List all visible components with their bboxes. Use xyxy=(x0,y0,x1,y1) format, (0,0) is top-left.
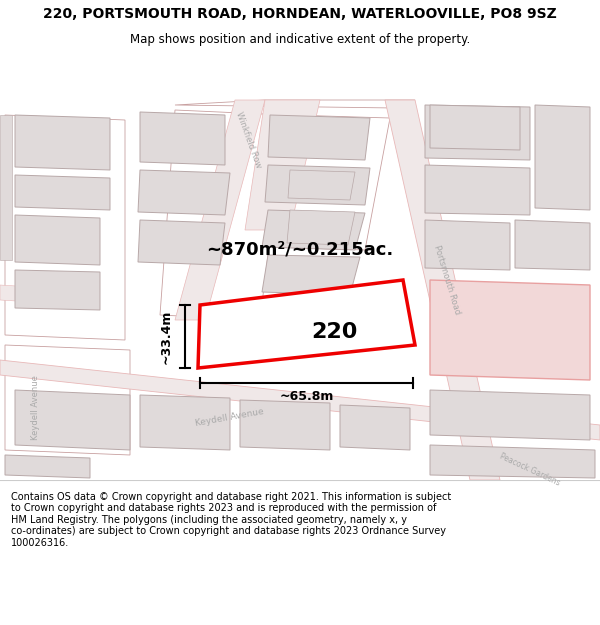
Text: ~33.4m: ~33.4m xyxy=(160,309,173,364)
Polygon shape xyxy=(240,400,330,450)
Polygon shape xyxy=(0,115,12,260)
Polygon shape xyxy=(430,105,520,150)
Polygon shape xyxy=(138,170,230,215)
Text: Contains OS data © Crown copyright and database right 2021. This information is : Contains OS data © Crown copyright and d… xyxy=(11,492,451,548)
Polygon shape xyxy=(425,220,510,270)
Polygon shape xyxy=(385,100,500,480)
Polygon shape xyxy=(15,390,130,450)
Polygon shape xyxy=(15,270,100,310)
Polygon shape xyxy=(262,210,365,250)
Polygon shape xyxy=(198,280,415,368)
Polygon shape xyxy=(430,390,590,440)
Polygon shape xyxy=(430,280,590,380)
Text: ~870m²/~0.215ac.: ~870m²/~0.215ac. xyxy=(206,241,394,259)
Text: Peacock Gardens: Peacock Gardens xyxy=(499,452,562,488)
Text: 220: 220 xyxy=(311,322,357,342)
Polygon shape xyxy=(175,100,265,320)
Polygon shape xyxy=(515,220,590,270)
Polygon shape xyxy=(535,105,590,210)
Polygon shape xyxy=(288,170,355,200)
Text: Keydell Avenue: Keydell Avenue xyxy=(31,376,40,441)
Polygon shape xyxy=(262,255,360,295)
Polygon shape xyxy=(15,175,110,210)
Polygon shape xyxy=(5,455,90,478)
Polygon shape xyxy=(15,215,100,265)
Polygon shape xyxy=(0,285,80,305)
Polygon shape xyxy=(340,405,410,450)
Polygon shape xyxy=(265,165,370,205)
Polygon shape xyxy=(140,112,225,165)
Polygon shape xyxy=(425,105,530,160)
Polygon shape xyxy=(268,115,370,160)
Text: 220, PORTSMOUTH ROAD, HORNDEAN, WATERLOOVILLE, PO8 9SZ: 220, PORTSMOUTH ROAD, HORNDEAN, WATERLOO… xyxy=(43,7,557,21)
Polygon shape xyxy=(425,165,530,215)
Text: ~65.8m: ~65.8m xyxy=(280,391,334,404)
Polygon shape xyxy=(287,210,355,245)
Polygon shape xyxy=(245,100,320,230)
Polygon shape xyxy=(15,115,110,170)
Polygon shape xyxy=(430,445,595,478)
Text: Portsmouth Road: Portsmouth Road xyxy=(432,244,462,316)
Polygon shape xyxy=(0,360,600,440)
Text: Keydell Avenue: Keydell Avenue xyxy=(195,408,265,429)
Text: Winkfield Row: Winkfield Row xyxy=(233,111,262,169)
Polygon shape xyxy=(140,395,230,450)
Polygon shape xyxy=(138,220,225,265)
Text: Map shows position and indicative extent of the property.: Map shows position and indicative extent… xyxy=(130,32,470,46)
